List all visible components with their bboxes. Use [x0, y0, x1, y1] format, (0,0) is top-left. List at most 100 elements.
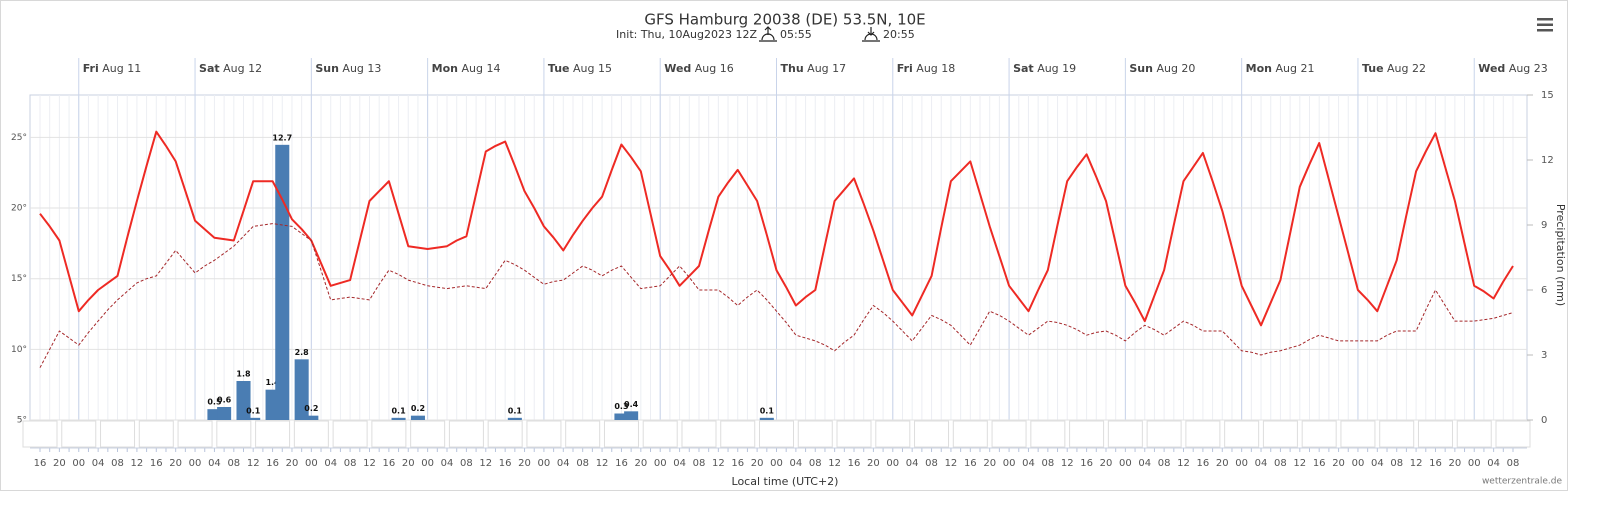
x-tick-label: 20: [402, 458, 415, 469]
day-date: Aug 19: [1037, 62, 1076, 75]
precip-bar: [614, 413, 629, 420]
x-tick-label: 20: [1216, 458, 1229, 469]
y2-tick-label: 12: [1541, 155, 1554, 166]
x-tick-label: 00: [1235, 458, 1248, 469]
day-date: Aug 23: [1509, 62, 1548, 75]
day-weekday: Tue: [1362, 62, 1384, 75]
wind-cell: [1379, 420, 1415, 448]
y-tick-label: 20°: [11, 204, 27, 214]
x-tick-label: 20: [169, 458, 182, 469]
day-label: Wed Aug 23: [1478, 62, 1548, 75]
x-tick-label: 08: [460, 458, 473, 469]
wind-cell: [1340, 420, 1376, 448]
day-weekday: Sun: [315, 62, 339, 75]
day-label: Tue Aug 15: [548, 62, 612, 75]
dewpoint-line: [39, 223, 1514, 368]
day-date: Aug 12: [223, 62, 262, 75]
x-tick-label: 12: [363, 458, 376, 469]
x-tick-label: 12: [479, 458, 492, 469]
y2-tick-label: 9: [1541, 220, 1547, 231]
wind-cell: [1262, 420, 1298, 448]
x-tick-label: 00: [1352, 458, 1365, 469]
x-tick-label: 08: [227, 458, 240, 469]
x-tick-label: 04: [1022, 458, 1035, 469]
precip-bar: [217, 407, 232, 420]
precip-label: 1.8: [236, 370, 251, 379]
day-weekday: Tue: [548, 62, 570, 75]
x-tick-label: 16: [731, 458, 744, 469]
precip-label: 0.1: [391, 406, 406, 415]
precip-label: 0.4: [624, 400, 639, 409]
x-tick-label: 08: [1390, 458, 1403, 469]
x-tick-label: 04: [92, 458, 105, 469]
day-weekday: Mon: [1246, 62, 1272, 75]
wind-cell: [603, 420, 639, 448]
day-weekday: Wed: [1478, 62, 1505, 75]
day-date: Aug 17: [807, 62, 846, 75]
x-tick-label: 20: [634, 458, 647, 469]
precip-bar: [207, 409, 222, 420]
precip-label: 0.5: [207, 398, 222, 407]
wind-cell: [1456, 420, 1492, 448]
day-label: Sat Aug 19: [1013, 62, 1076, 75]
x-tick-label: 04: [1371, 458, 1384, 469]
day-label: Sat Aug 12: [199, 62, 262, 75]
wind-cell: [681, 420, 717, 448]
y2-tick-label: 0: [1541, 415, 1547, 426]
x-tick-label: 20: [983, 458, 996, 469]
x-tick-label: 08: [1507, 458, 1520, 469]
x-tick-label: 08: [344, 458, 357, 469]
day-date: Aug 22: [1387, 62, 1426, 75]
day-label: Wed Aug 16: [664, 62, 734, 75]
precip-label: 2.8: [295, 348, 310, 357]
sunrise-time: 05:55: [780, 28, 812, 41]
x-tick-label: 16: [964, 458, 977, 469]
day-label: Sun Aug 20: [1129, 62, 1195, 75]
precip-bar: [410, 415, 425, 420]
x-tick-label: 20: [751, 458, 764, 469]
precip-label: 0.3: [614, 402, 628, 411]
precip-bar: [294, 359, 309, 420]
wind-cell: [1146, 420, 1182, 448]
x-tick-label: 16: [848, 458, 861, 469]
x-tick-label: 20: [286, 458, 299, 469]
wind-cell: [797, 420, 833, 448]
x-tick-label: 12: [596, 458, 609, 469]
day-label: Fri Aug 11: [83, 62, 141, 75]
x-tick-label: 08: [111, 458, 124, 469]
wind-cell: [565, 420, 601, 448]
day-weekday: Sun: [1129, 62, 1153, 75]
x-axis-title: Local time (UTC+2): [732, 475, 839, 488]
wind-cell: [526, 420, 562, 448]
day-label: Mon Aug 21: [1246, 62, 1315, 75]
x-tick-label: 16: [1429, 458, 1442, 469]
x-tick-label: 08: [576, 458, 589, 469]
wind-cell: [1495, 420, 1531, 448]
day-date: Aug 21: [1276, 62, 1315, 75]
menu-button[interactable]: [1537, 18, 1553, 32]
x-tick-label: 12: [1061, 458, 1074, 469]
wind-cell: [216, 420, 252, 448]
day-date: Aug 13: [342, 62, 381, 75]
x-tick-label: 20: [1332, 458, 1345, 469]
wind-cell: [836, 420, 872, 448]
x-tick-label: 00: [1119, 458, 1132, 469]
x-tick-label: 12: [828, 458, 841, 469]
x-tick-label: 12: [712, 458, 725, 469]
day-weekday: Fri: [897, 62, 913, 75]
day-date: Aug 15: [573, 62, 612, 75]
wind-cell: [22, 420, 58, 448]
x-tick-label: 16: [34, 458, 47, 469]
precip-label: 12.7: [272, 133, 292, 142]
sunrise-icon: [759, 26, 777, 42]
x-tick-label: 20: [53, 458, 66, 469]
x-tick-label: 00: [421, 458, 434, 469]
wind-cell: [255, 420, 291, 448]
wind-cell: [914, 420, 950, 448]
x-tick-label: 12: [1293, 458, 1306, 469]
y2-tick-label: 6: [1541, 285, 1547, 296]
day-weekday: Fri: [83, 62, 99, 75]
day-weekday: Thu: [781, 62, 804, 75]
